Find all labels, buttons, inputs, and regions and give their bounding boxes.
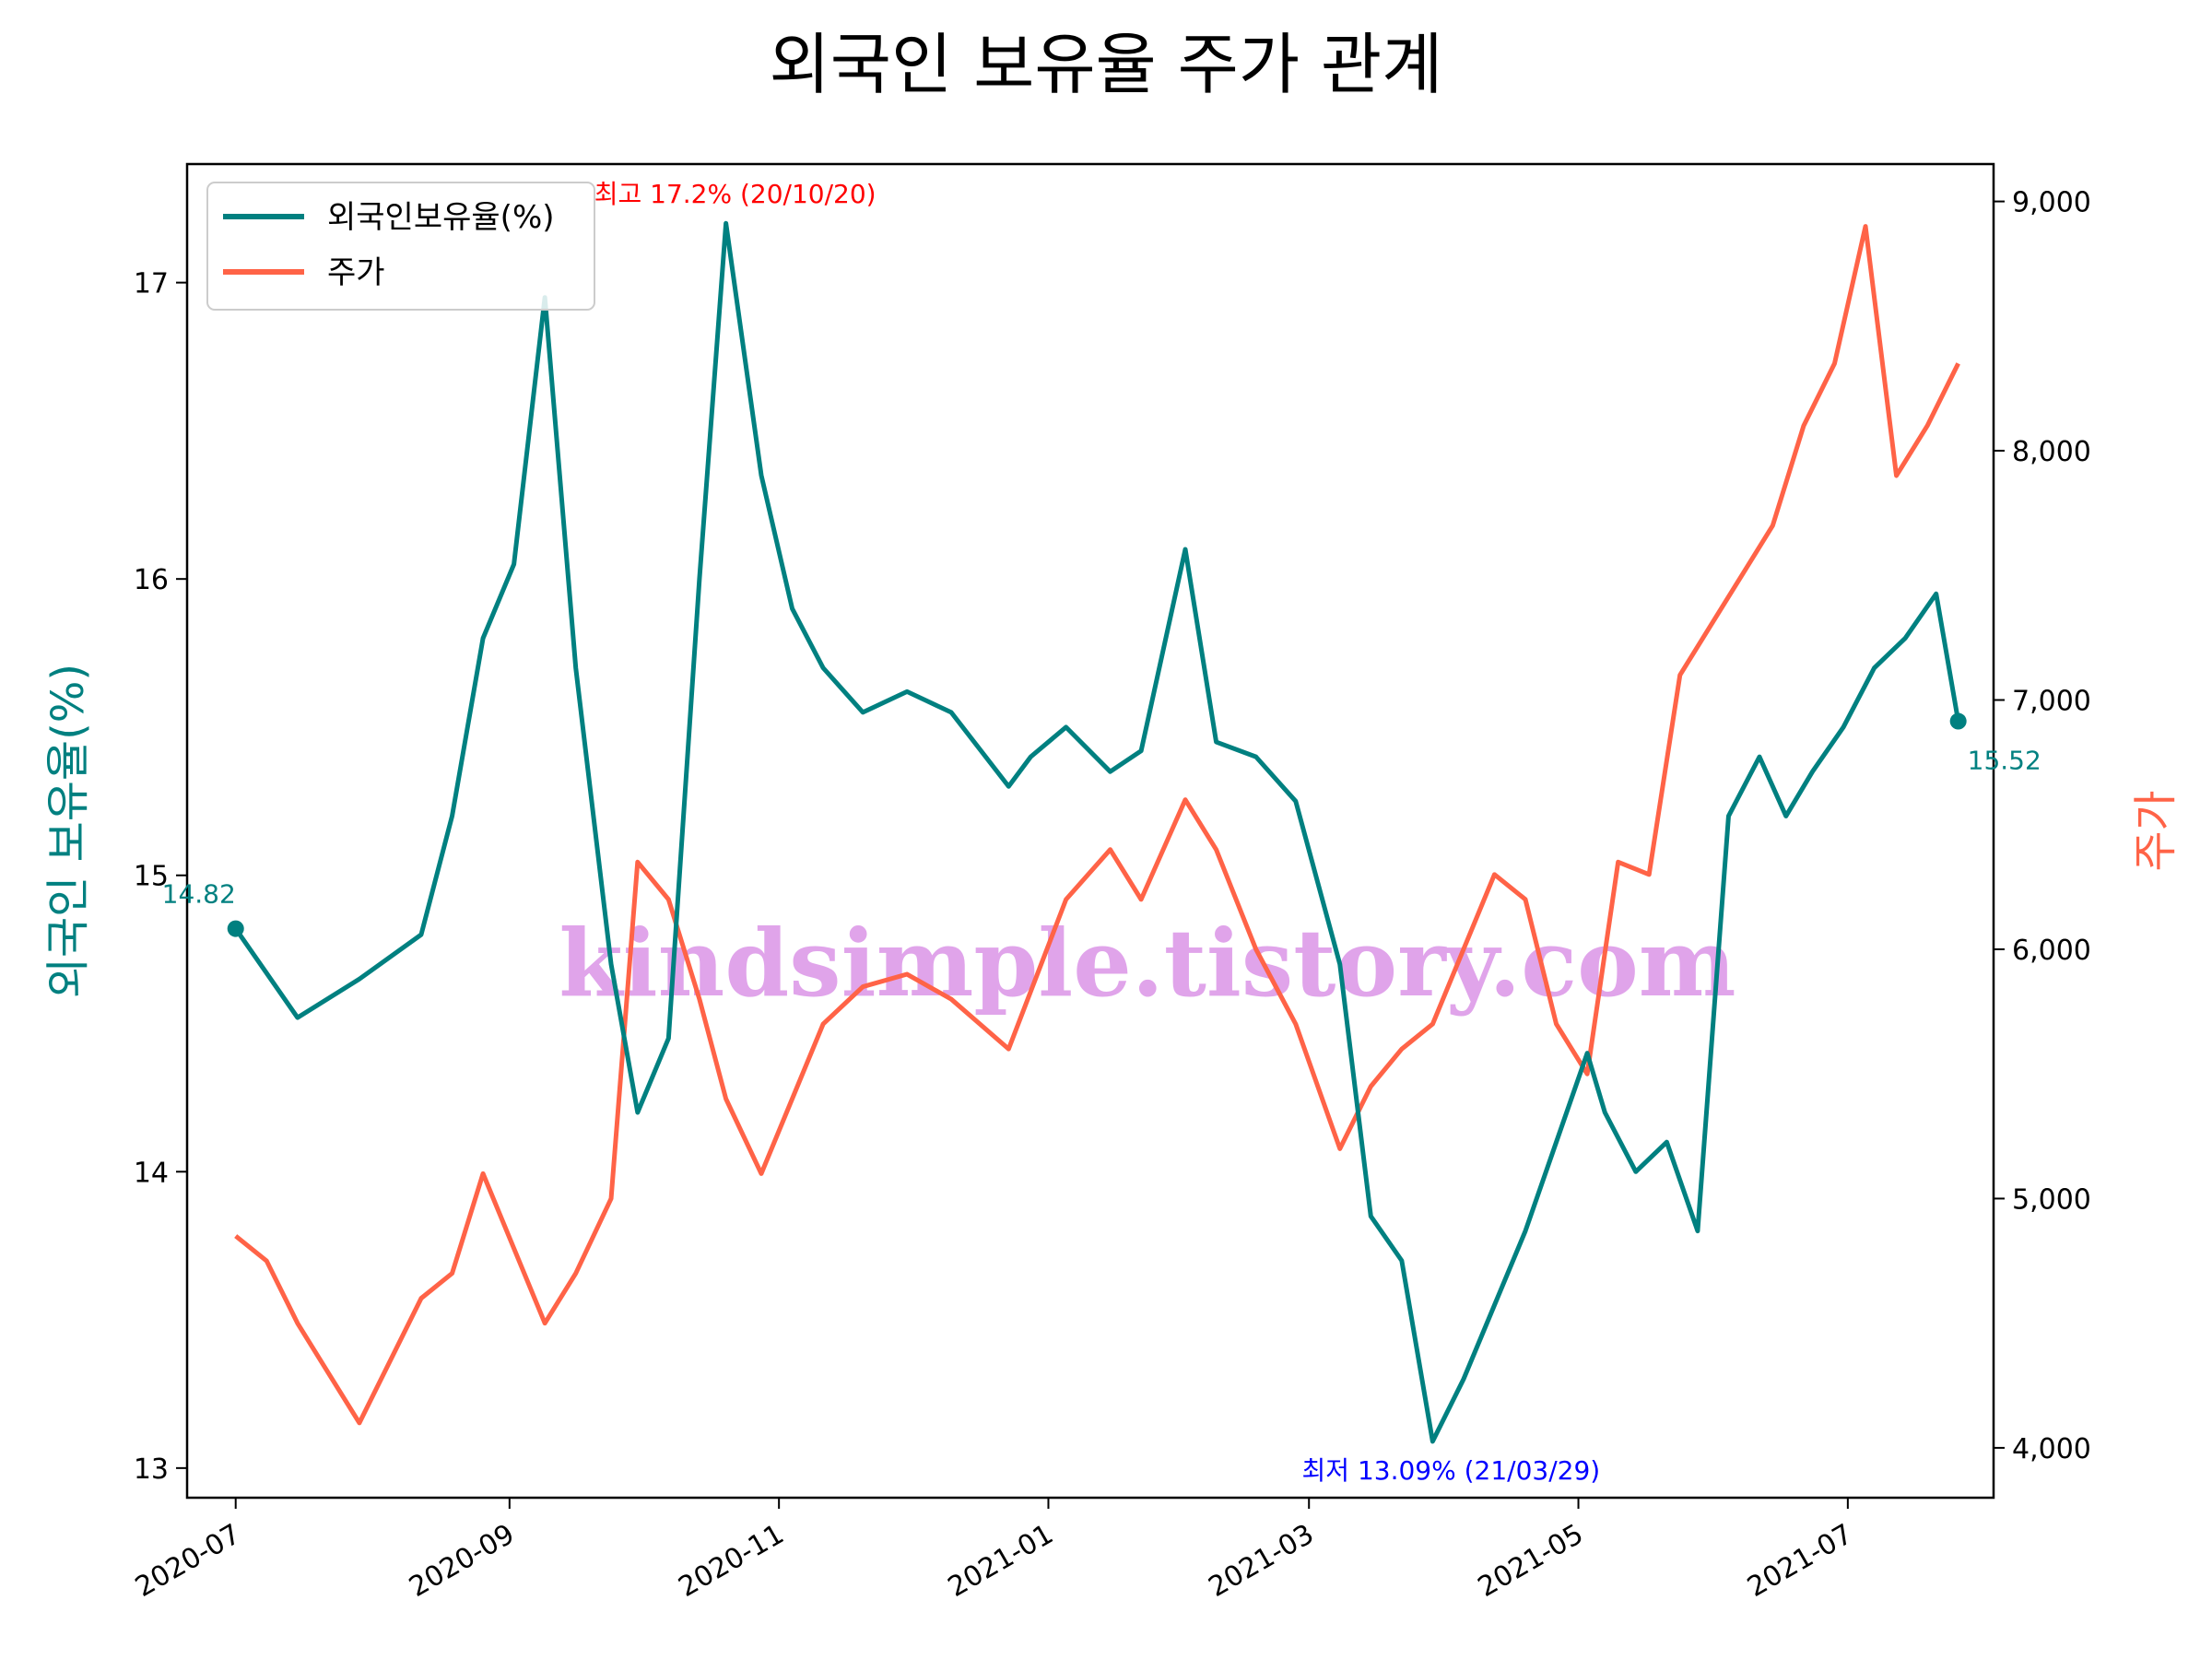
price-series-line xyxy=(234,224,1960,1426)
legend-label-price: 주가 xyxy=(327,254,385,291)
y-axis-right-ticks: 4,000 5,000 6,000 7,000 8,000 9,000 xyxy=(1994,187,2091,1465)
y-left-tick-label: 15 xyxy=(134,861,169,893)
max-annotation: 최고 17.2% (20/10/20) xyxy=(594,179,877,209)
plot-area xyxy=(185,162,1995,1500)
x-tick-label: 2021-03 xyxy=(1203,1518,1319,1604)
x-tick-label: 2020-09 xyxy=(404,1518,520,1604)
x-tick-label: 2021-05 xyxy=(1473,1518,1589,1604)
y-right-tick-label: 7,000 xyxy=(2012,686,2091,718)
y-right-tick-label: 6,000 xyxy=(2012,935,2091,967)
x-tick-label: 2021-01 xyxy=(943,1518,1059,1604)
y-left-tick-label: 17 xyxy=(134,268,169,300)
y-right-tick-label: 5,000 xyxy=(2012,1183,2091,1216)
y-axis-left-label: 외국인 보유율(%) xyxy=(42,664,94,998)
watermark-text: kindsimple.tistory.com xyxy=(559,909,1735,1018)
y-right-tick-label: 9,000 xyxy=(2012,187,2091,219)
y-axis-left-ticks: 13 14 15 16 17 xyxy=(134,268,187,1486)
chart-title: 외국인 보유율 주가 관계 xyxy=(769,26,1442,103)
end-point-marker xyxy=(1949,712,1967,730)
start-value-label: 14.82 xyxy=(162,879,236,910)
x-tick-label: 2020-07 xyxy=(130,1518,246,1604)
y-left-tick-label: 14 xyxy=(134,1157,169,1189)
x-tick-label: 2021-07 xyxy=(1742,1518,1858,1604)
x-axis-ticks: 2020-07 2020-09 2020-11 2021-01 2021-03 2021-… xyxy=(130,1498,1858,1604)
end-value-label: 15.52 xyxy=(1968,746,2041,776)
y-axis-right-label: 주가 xyxy=(2130,790,2182,871)
y-left-tick-label: 13 xyxy=(134,1453,169,1486)
y-right-tick-label: 8,000 xyxy=(2012,436,2091,468)
y-right-tick-label: 4,000 xyxy=(2012,1433,2091,1465)
legend: 외국인보유율(%) 주가 xyxy=(206,182,595,311)
y-left-tick-label: 16 xyxy=(134,564,169,596)
legend-label-holding: 외국인보유율(%) xyxy=(327,199,555,236)
plot-frame xyxy=(185,162,1995,1500)
x-tick-label: 2020-11 xyxy=(673,1518,789,1604)
min-annotation: 최저 13.09% (21/03/29) xyxy=(1302,1455,1601,1486)
holding-series-line xyxy=(233,220,1961,1444)
start-point-marker xyxy=(227,920,244,937)
